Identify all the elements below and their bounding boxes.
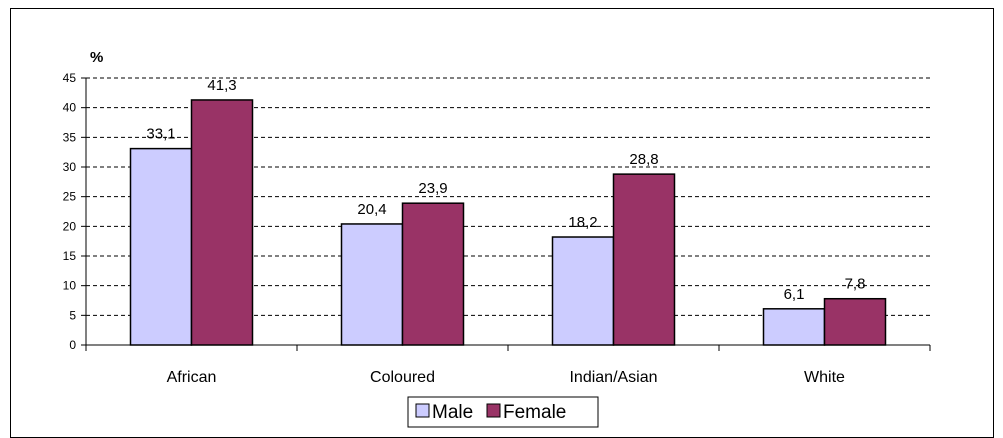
y-tick-label: 15 — [63, 249, 77, 263]
bars — [129, 99, 887, 346]
bar-female — [190, 99, 254, 346]
data-label: 23,9 — [418, 180, 447, 197]
legend-swatch-male — [415, 403, 430, 418]
data-label: 18,2 — [568, 214, 597, 231]
bar-male — [762, 308, 826, 346]
legend-box — [407, 396, 599, 428]
data-label: 20,4 — [357, 201, 386, 218]
data-labels: 33,1 41,3 20,4 23,9 18,2 28,8 6,1 7,8 — [146, 77, 865, 303]
bar-male — [551, 236, 615, 346]
category-label: Coloured — [370, 369, 435, 386]
category-label: Indian/Asian — [569, 369, 657, 386]
y-axis-label: % — [90, 49, 103, 66]
bar-female — [612, 173, 676, 346]
y-tick-label: 45 — [63, 71, 77, 85]
legend: Male Female — [407, 396, 599, 428]
y-tick-label: 35 — [63, 130, 77, 144]
bar-female — [401, 202, 465, 346]
y-tick-label: 25 — [63, 190, 77, 204]
data-label: 33,1 — [146, 126, 175, 143]
category-label: African — [167, 369, 217, 386]
data-label: 7,8 — [845, 276, 866, 293]
y-tick-label: 30 — [63, 160, 77, 174]
y-tick-label: 0 — [69, 338, 76, 352]
data-label: 41,3 — [207, 77, 236, 94]
category-label: White — [804, 369, 845, 386]
y-tick-label: 40 — [63, 101, 77, 115]
legend-label-female: Female — [503, 402, 566, 423]
y-tick-label: 10 — [63, 279, 77, 293]
y-tick-label: 20 — [63, 219, 77, 233]
data-label: 6,1 — [784, 286, 805, 303]
y-tick-label: 5 — [69, 308, 76, 322]
bar-male — [340, 223, 404, 346]
legend-swatch-female — [486, 403, 501, 418]
bar-male — [129, 147, 193, 346]
y-axis-ticks: 0 5 10 15 20 25 30 35 40 45 — [63, 71, 86, 352]
bar-female — [823, 297, 887, 346]
category-labels: African Coloured Indian/Asian White — [85, 345, 931, 386]
data-label: 28,8 — [629, 151, 658, 168]
legend-label-male: Male — [432, 402, 473, 423]
